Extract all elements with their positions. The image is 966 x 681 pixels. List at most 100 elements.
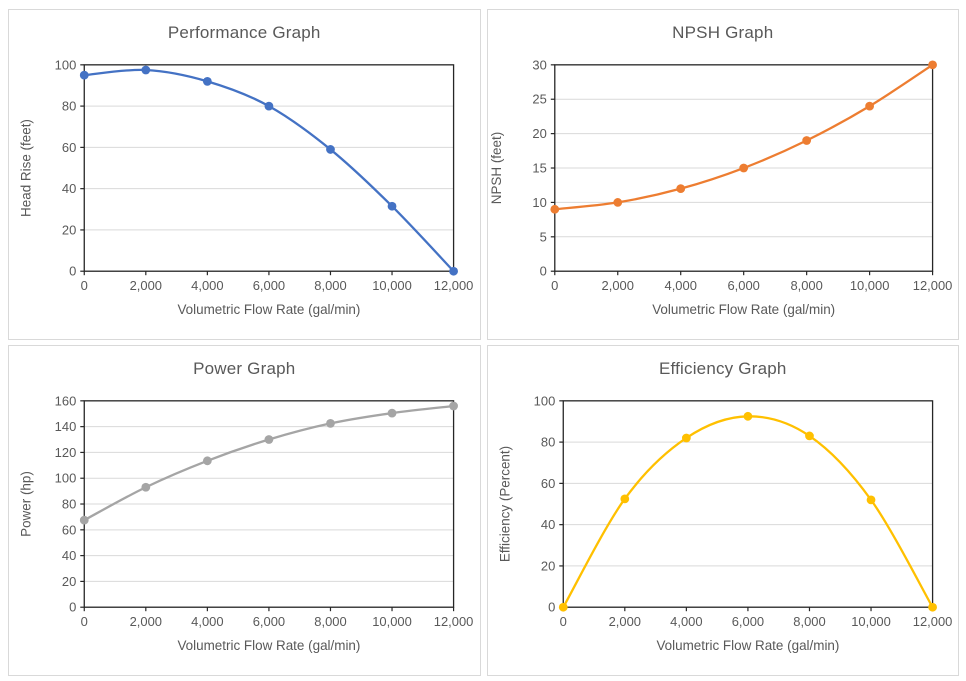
series-markers (79, 65, 458, 276)
power-chart-title: Power Graph (193, 359, 296, 378)
tick-marks (80, 64, 455, 276)
svg-text:20: 20 (540, 558, 554, 573)
gridlines (84, 400, 454, 608)
x-axis-title: Volumetric Flow Rate (gal/min) (652, 302, 835, 317)
plot-border (83, 64, 455, 272)
svg-text:6,000: 6,000 (731, 614, 763, 629)
svg-text:12,000: 12,000 (912, 614, 952, 629)
svg-text:10,000: 10,000 (372, 614, 412, 629)
series-line (83, 404, 455, 522)
gridlines (562, 400, 933, 608)
efficiency-chart-title: Efficiency Graph (658, 359, 787, 378)
gridlines (84, 64, 454, 272)
svg-text:40: 40 (540, 517, 554, 532)
svg-text:2,000: 2,000 (130, 614, 162, 629)
x-tick-labels: 0 2,000 4,000 6,000 8,000 10,000 12,000 (559, 614, 952, 629)
svg-text:10,000: 10,000 (849, 278, 889, 293)
x-tick-labels: 0 2,000 4,000 6,000 8,000 10,000 12,000 (551, 278, 952, 293)
svg-text:0: 0 (559, 614, 566, 629)
efficiency-graph-panel: 0 20 40 60 80 100 0 2,000 4,000 6,000 8,000 10,000 1… (486, 345, 959, 676)
y-axis-title: Power (hp) (18, 471, 33, 537)
svg-text:100: 100 (533, 393, 555, 408)
y-axis-title: Head Rise (feet) (18, 119, 33, 217)
y-axis-title: NPSH (feet) (488, 132, 503, 204)
svg-text:80: 80 (62, 497, 76, 512)
svg-text:2,000: 2,000 (130, 278, 162, 293)
npsh-chart-svg: 0 5 10 15 20 25 30 0 2,000 4,000 6,000 8,000 10,000 1… (488, 57, 952, 317)
svg-text:4,000: 4,000 (191, 278, 223, 293)
svg-text:10,000: 10,000 (851, 614, 891, 629)
y-tick-labels: 0 20 40 60 80 100 (533, 393, 555, 614)
svg-text:12,000: 12,000 (434, 278, 474, 293)
x-axis-title: Volumetric Flow Rate (gal/min) (656, 638, 839, 653)
svg-text:60: 60 (62, 522, 76, 537)
svg-text:6,000: 6,000 (727, 278, 759, 293)
y-tick-labels: 0 20 40 60 80 100 120 140 160 (55, 393, 77, 614)
svg-text:6,000: 6,000 (253, 614, 285, 629)
performance-chart-title: Performance Graph (167, 23, 321, 42)
svg-text:80: 80 (62, 99, 76, 114)
svg-text:0: 0 (551, 278, 558, 293)
npsh-chart-plot: 0 5 10 15 20 25 30 0 2,000 4,000 6,000 8,000 10,000 1… (488, 10, 959, 339)
svg-text:20: 20 (532, 126, 546, 141)
svg-text:4,000: 4,000 (191, 614, 223, 629)
svg-text:8,000: 8,000 (793, 614, 825, 629)
svg-text:0: 0 (81, 614, 88, 629)
x-tick-labels: 0 2,000 4,000 6,000 8,000 10,000 12,000 (81, 278, 474, 293)
svg-text:2,000: 2,000 (608, 614, 640, 629)
svg-text:4,000: 4,000 (670, 614, 702, 629)
npsh-chart-title: NPSH Graph (672, 23, 774, 42)
series-markers (549, 60, 937, 214)
svg-text:10,000: 10,000 (372, 278, 412, 293)
svg-text:140: 140 (55, 419, 77, 434)
svg-text:15: 15 (532, 161, 546, 176)
x-axis-title: Volumetric Flow Rate (gal/min) (177, 638, 360, 653)
y-tick-labels: 0 20 40 60 80 100 (55, 57, 77, 278)
svg-text:20: 20 (62, 222, 76, 237)
svg-text:100: 100 (55, 57, 77, 72)
svg-text:6,000: 6,000 (253, 278, 285, 293)
svg-text:60: 60 (540, 476, 554, 491)
tick-marks (80, 400, 455, 612)
performance-chart-svg: 0 20 40 60 80 100 0 2,000 4,000 6,000 8,000 10,000 1… (18, 57, 474, 317)
svg-text:10: 10 (532, 195, 546, 210)
power-graph-panel: 0 20 40 60 80 100 120 140 160 0 2,000 4,000 6,000 8,0… (8, 345, 481, 676)
svg-text:20: 20 (62, 574, 76, 589)
y-tick-labels: 0 5 10 15 20 25 30 (532, 57, 546, 278)
x-tick-labels: 0 2,000 4,000 6,000 8,000 10,000 12,000 (81, 614, 474, 629)
series-line (561, 415, 934, 609)
series-line (553, 63, 934, 211)
plot-border (83, 400, 455, 608)
efficiency-chart-plot: 0 20 40 60 80 100 0 2,000 4,000 6,000 8,000 10,000 1… (488, 346, 959, 675)
efficiency-chart-svg: 0 20 40 60 80 100 0 2,000 4,000 6,000 8,000 10,000 1… (497, 393, 952, 653)
series-markers (558, 411, 937, 612)
svg-text:80: 80 (540, 435, 554, 450)
power-chart-svg: 0 20 40 60 80 100 120 140 160 0 2,000 4,000 6,000 8,0… (18, 393, 474, 653)
plot-border (553, 64, 933, 272)
series-line (83, 68, 455, 273)
svg-text:0: 0 (69, 600, 76, 615)
performance-graph-panel: 0 20 40 60 80 100 0 2,000 4,000 6,000 8,000 10,000 1… (8, 9, 481, 340)
svg-text:160: 160 (55, 393, 77, 408)
tick-marks (550, 64, 933, 276)
svg-text:25: 25 (532, 92, 546, 107)
svg-text:30: 30 (532, 57, 546, 72)
plot-border (562, 400, 933, 608)
svg-text:2,000: 2,000 (601, 278, 633, 293)
svg-text:5: 5 (539, 229, 546, 244)
charts-grid: 0 20 40 60 80 100 0 2,000 4,000 6,000 8,000 10,000 1… (8, 9, 959, 676)
performance-chart-plot: 0 20 40 60 80 100 0 2,000 4,000 6,000 8,000 10,000 1… (9, 10, 480, 339)
x-axis-title: Volumetric Flow Rate (gal/min) (177, 302, 360, 317)
svg-text:60: 60 (62, 140, 76, 155)
npsh-graph-panel: 0 5 10 15 20 25 30 0 2,000 4,000 6,000 8,000 10,000 1… (486, 9, 959, 340)
svg-text:8,000: 8,000 (790, 278, 822, 293)
svg-text:8,000: 8,000 (314, 278, 346, 293)
svg-text:0: 0 (539, 264, 546, 279)
svg-text:0: 0 (69, 264, 76, 279)
svg-text:0: 0 (548, 600, 555, 615)
svg-text:12,000: 12,000 (912, 278, 952, 293)
series-markers (79, 401, 458, 525)
svg-text:40: 40 (62, 181, 76, 196)
svg-text:40: 40 (62, 548, 76, 563)
svg-text:120: 120 (55, 445, 77, 460)
